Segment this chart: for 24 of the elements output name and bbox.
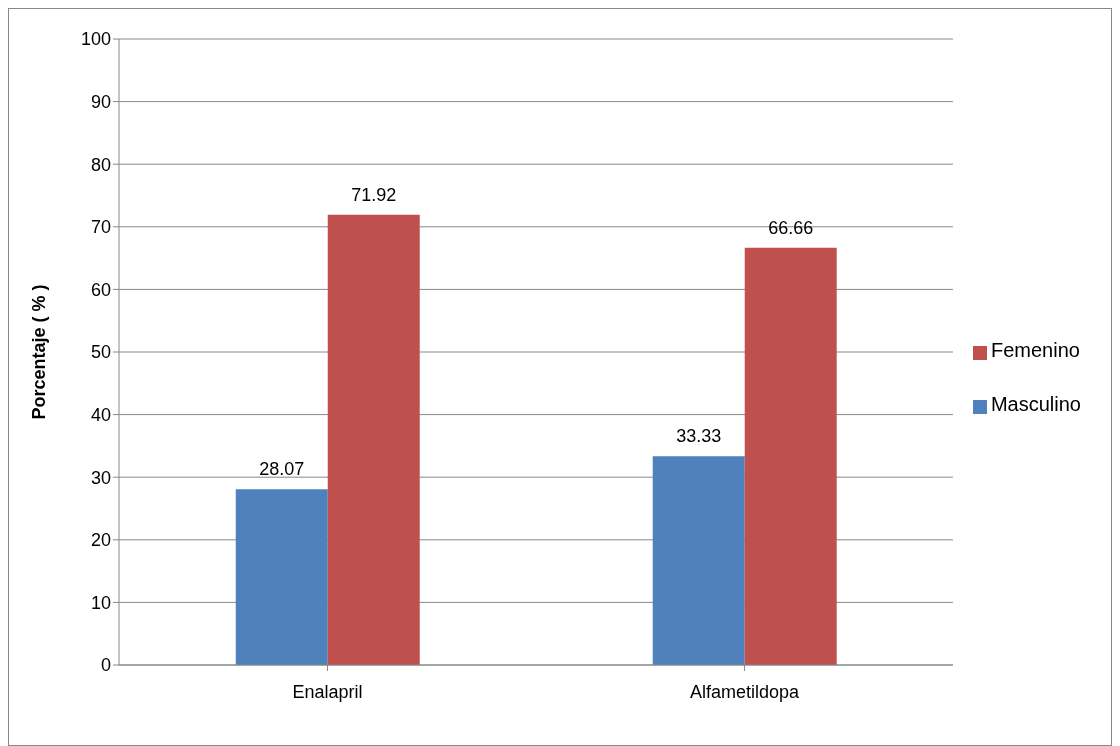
y-tick-label: 80 bbox=[90, 154, 111, 175]
bar bbox=[744, 247, 837, 665]
bar bbox=[652, 456, 745, 665]
y-tick-label: 40 bbox=[90, 404, 111, 425]
data-label: 71.92 bbox=[351, 184, 397, 205]
y-tick-label: 90 bbox=[90, 91, 111, 112]
bar bbox=[327, 214, 420, 665]
y-axis-title: Porcentaje ( % ) bbox=[29, 284, 50, 420]
legend-label: Masculino bbox=[990, 393, 1081, 415]
y-tick-label: 10 bbox=[90, 592, 111, 613]
y-tick-label: 60 bbox=[90, 279, 111, 300]
data-label: 33.33 bbox=[676, 426, 722, 447]
data-label: 66.66 bbox=[768, 217, 814, 238]
bar bbox=[235, 489, 328, 665]
y-tick-label: 0 bbox=[100, 655, 111, 676]
y-tick-label: 50 bbox=[90, 342, 111, 363]
x-tick-label: Enalapril bbox=[292, 681, 363, 702]
y-tick-label: 20 bbox=[90, 530, 111, 551]
data-label: 28.07 bbox=[259, 459, 305, 480]
legend-label: Femenino bbox=[990, 339, 1080, 361]
y-tick-label: 70 bbox=[90, 217, 111, 238]
x-tick-label: Alfametildopa bbox=[689, 681, 800, 702]
y-tick-label: 100 bbox=[80, 29, 111, 50]
y-tick-label: 30 bbox=[90, 467, 111, 488]
